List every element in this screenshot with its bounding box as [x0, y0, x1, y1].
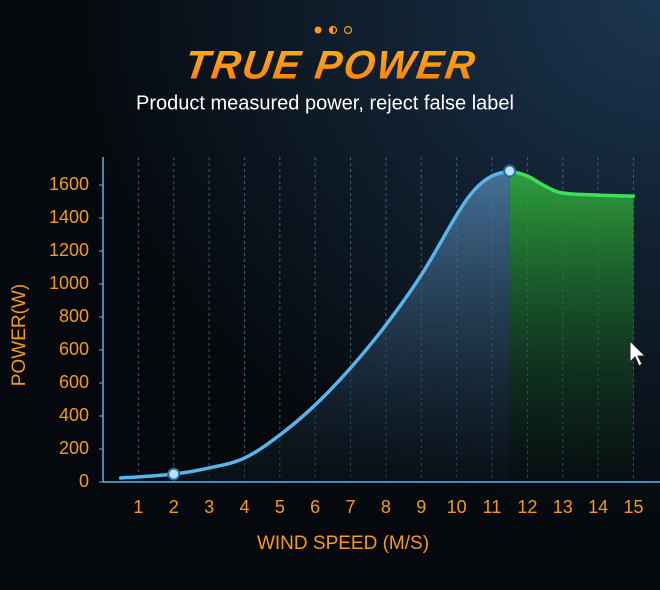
point-marker — [167, 467, 181, 481]
mouse-cursor — [629, 339, 647, 367]
page-dots — [314, 25, 353, 35]
x-tick-label: 11 — [483, 497, 502, 517]
y-axis-label: POWER(W) — [9, 284, 30, 386]
x-tick-label: 3 — [204, 497, 214, 517]
y-tick-label: 0 — [79, 471, 89, 491]
x-tick-label: 7 — [346, 497, 356, 517]
x-tick-label: 4 — [239, 497, 249, 517]
y-tick-label: 1600 — [49, 174, 89, 194]
x-tick-label: 1 — [133, 497, 143, 517]
line — [118, 169, 512, 480]
y-tick-label: 1200 — [49, 240, 89, 260]
x-tick-label: 6 — [310, 497, 320, 517]
plot: 1 2 3 4 5 6 7 8 9 10 11 12 13 14 150200400600600800100… — [49, 157, 660, 517]
x-tick-label: 13 — [553, 497, 573, 517]
y-tick-label: 800 — [59, 306, 89, 326]
y-tick-label: 1400 — [49, 207, 89, 227]
area — [120, 171, 510, 483]
y-tick-label: 600 — [59, 339, 89, 359]
point-marker — [503, 164, 517, 178]
x-tick-label: 10 — [447, 497, 467, 517]
x-tick-label: 9 — [416, 497, 426, 517]
x-tick-label: 14 — [588, 497, 608, 517]
line — [507, 169, 636, 198]
x-tick-label: 2 — [169, 497, 179, 517]
x-axis-label: WIND SPEED (M/S) — [257, 533, 429, 554]
y-tick-label: 1000 — [49, 273, 89, 293]
chart-title: TRUE POWER — [182, 43, 479, 88]
chart-subtitle: Product measured power, reject false lab… — [136, 92, 514, 114]
x-tick-label: 12 — [517, 497, 537, 517]
y-tick-label: 400 — [59, 405, 89, 425]
x-tick-label: 5 — [275, 497, 285, 517]
x-tick-label: 15 — [623, 497, 643, 517]
x-tick-label: 8 — [381, 497, 391, 517]
y-tick-label: 600 — [59, 372, 89, 392]
area — [509, 171, 634, 483]
y-tick-label: 200 — [59, 438, 89, 458]
